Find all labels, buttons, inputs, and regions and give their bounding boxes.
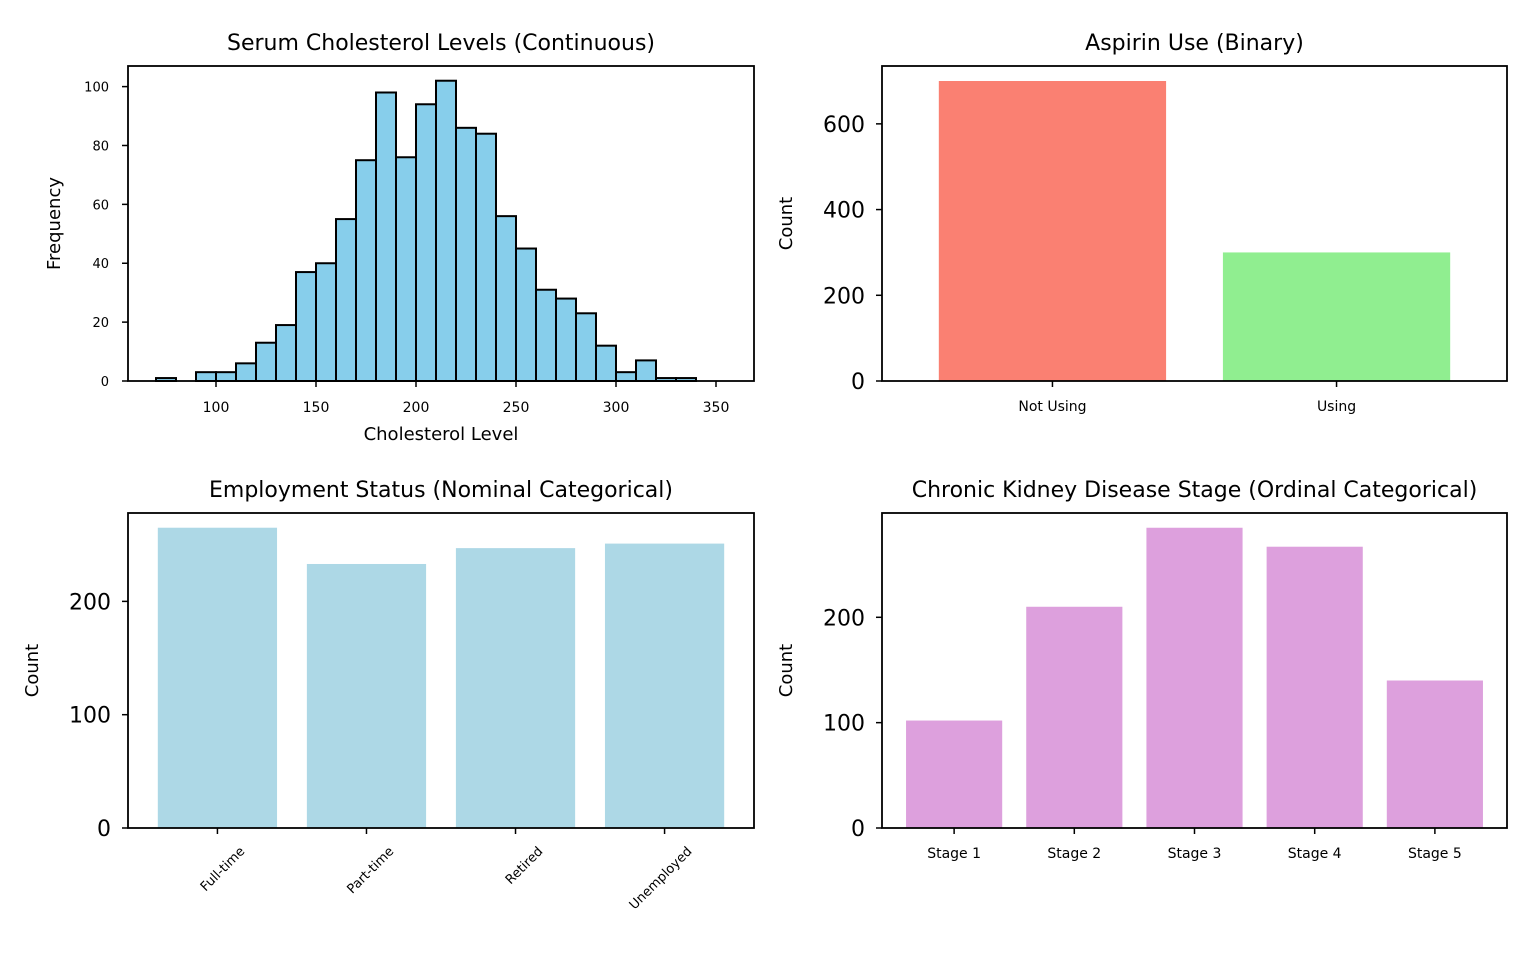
histogram-bar — [335, 218, 357, 382]
y-tick-label: 0 — [97, 817, 111, 842]
y-tick-label: 600 — [823, 113, 865, 138]
x-tick-label: Full-time — [198, 844, 248, 894]
y-tick-label: 400 — [823, 199, 865, 224]
histogram-bar — [615, 371, 637, 382]
y-tick-label: 200 — [823, 606, 865, 631]
y-tick-label: 0 — [851, 370, 865, 395]
histogram-bar — [515, 247, 537, 382]
y-tick-label: 20 — [92, 316, 109, 331]
chart-aspirin: Aspirin Use (Binary) Count Not Using Using 0… — [776, 31, 1508, 415]
x-tick-label: 300 — [603, 400, 630, 416]
histogram-bar — [295, 271, 317, 382]
x-tick-label: Stage 5 — [1408, 846, 1462, 862]
histogram-bar — [455, 126, 477, 382]
y-tick-label: 100 — [823, 712, 865, 737]
histogram-bar — [395, 156, 417, 382]
histogram-bar — [255, 341, 277, 382]
y-tick-label: 0 — [851, 817, 865, 842]
x-tick-label: 250 — [503, 400, 530, 416]
histogram-bar — [575, 312, 597, 383]
histogram-bar — [635, 359, 657, 382]
x-tick-label: Stage 1 — [927, 846, 981, 862]
chart-cholesterol: Serum Cholesterol Levels (Continuous) Fre… — [44, 31, 755, 445]
histogram-bar — [355, 159, 377, 382]
x-tick-label: Stage 3 — [1168, 846, 1222, 862]
histogram-bar — [555, 297, 577, 383]
y-axis-label: Count — [776, 644, 797, 697]
histogram-bar — [375, 91, 397, 382]
chart-title: Serum Cholesterol Levels (Continuous) — [227, 31, 655, 56]
y-tick-label: 80 — [92, 139, 109, 154]
x-tick-label: Part-time — [344, 844, 397, 897]
bar-not-using — [938, 81, 1167, 381]
axes-frame — [881, 512, 1508, 829]
histogram-bar — [415, 103, 437, 382]
y-tick-label: 60 — [92, 198, 109, 213]
y-axis-label: Count — [776, 197, 797, 250]
histogram-bar — [215, 371, 237, 382]
chart-title: Aspirin Use (Binary) — [1085, 31, 1304, 56]
bar-part-time — [306, 563, 427, 828]
x-tick-label: Stage 4 — [1288, 846, 1342, 862]
x-tick-label: 150 — [303, 400, 330, 416]
chart-title: Employment Status (Nominal Categorical) — [209, 478, 673, 503]
bar-stage-3 — [1146, 527, 1243, 828]
bar-retired — [455, 548, 576, 828]
x-tick-label: Not Using — [1018, 399, 1086, 415]
histogram-bar — [595, 344, 617, 382]
x-tick-label: Stage 2 — [1047, 846, 1101, 862]
x-tick-label: 350 — [703, 400, 730, 416]
x-tick-label: 200 — [403, 400, 430, 416]
chart-ckd: Chronic Kidney Disease Stage (Ordinal Ca… — [776, 478, 1508, 862]
y-tick-label: 100 — [69, 704, 111, 729]
axes-frame — [127, 512, 755, 829]
histogram-bar — [235, 362, 257, 383]
bar-using — [1222, 252, 1451, 381]
axes-frame — [127, 65, 755, 382]
bar-unemployed — [604, 543, 725, 828]
y-tick-label: 200 — [69, 590, 111, 615]
x-tick-label: Using — [1317, 399, 1356, 415]
histogram-bar — [475, 132, 497, 382]
bar-full-time — [157, 527, 278, 828]
y-axis-label: Frequency — [44, 177, 65, 270]
y-tick-label: 0 — [101, 375, 109, 390]
y-axis-label: Count — [22, 644, 43, 697]
y-tick-label: 40 — [92, 257, 109, 272]
y-tick-label: 100 — [84, 81, 109, 96]
histogram-bar — [435, 79, 457, 382]
x-axis-label: Cholesterol Level — [364, 424, 519, 445]
bar-stage-5 — [1386, 680, 1483, 828]
histogram-bar — [495, 215, 517, 382]
x-tick-label: 100 — [203, 400, 230, 416]
chart-title: Chronic Kidney Disease Stage (Ordinal Ca… — [912, 478, 1478, 503]
histogram-bar — [315, 262, 337, 382]
bar-stage-4 — [1266, 546, 1363, 828]
x-tick-label: Unemployed — [627, 844, 696, 913]
histogram-bar — [195, 371, 217, 382]
axes-frame — [881, 65, 1508, 382]
bar-stage-2 — [1026, 606, 1123, 828]
histogram-bar — [275, 324, 297, 383]
histogram-bar — [535, 288, 557, 382]
y-tick-label: 200 — [823, 284, 865, 309]
x-tick-label: Retired — [503, 844, 546, 887]
chart-employment: Employment Status (Nominal Categorical) C… — [22, 478, 755, 913]
bar-stage-1 — [906, 720, 1003, 828]
